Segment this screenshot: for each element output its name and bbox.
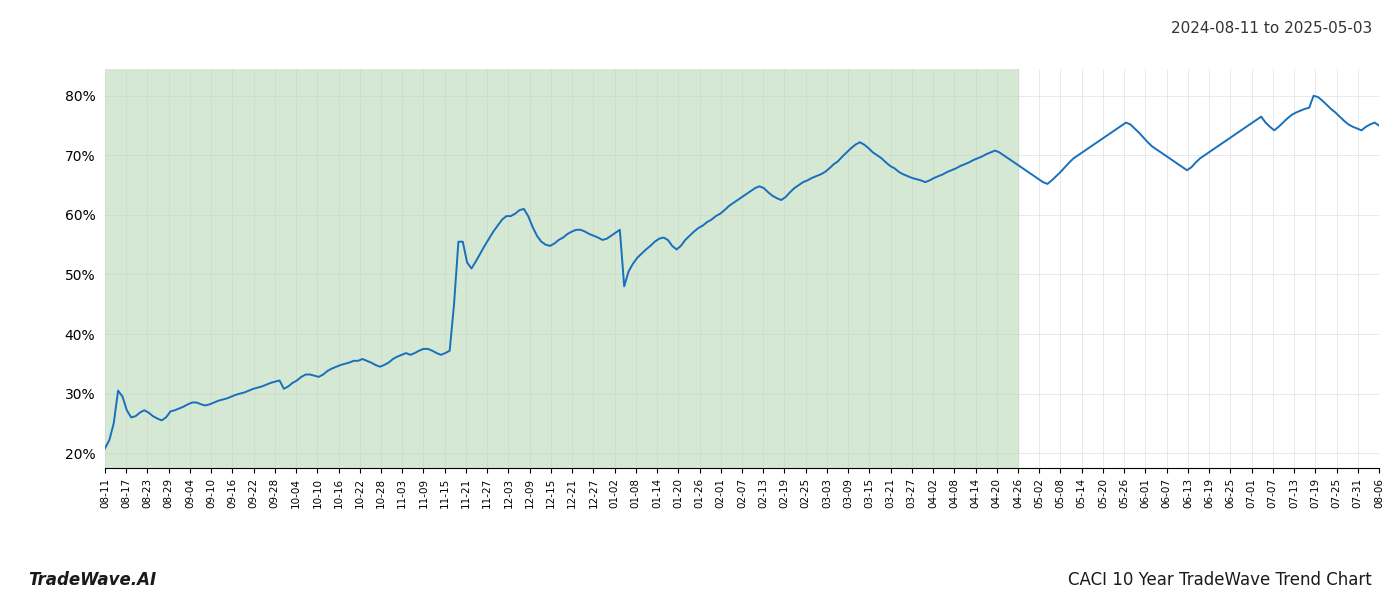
Bar	[105, 69, 1018, 468]
Text: 2024-08-11 to 2025-05-03: 2024-08-11 to 2025-05-03	[1170, 21, 1372, 36]
Text: TradeWave.AI: TradeWave.AI	[28, 571, 157, 589]
Text: CACI 10 Year TradeWave Trend Chart: CACI 10 Year TradeWave Trend Chart	[1068, 571, 1372, 589]
